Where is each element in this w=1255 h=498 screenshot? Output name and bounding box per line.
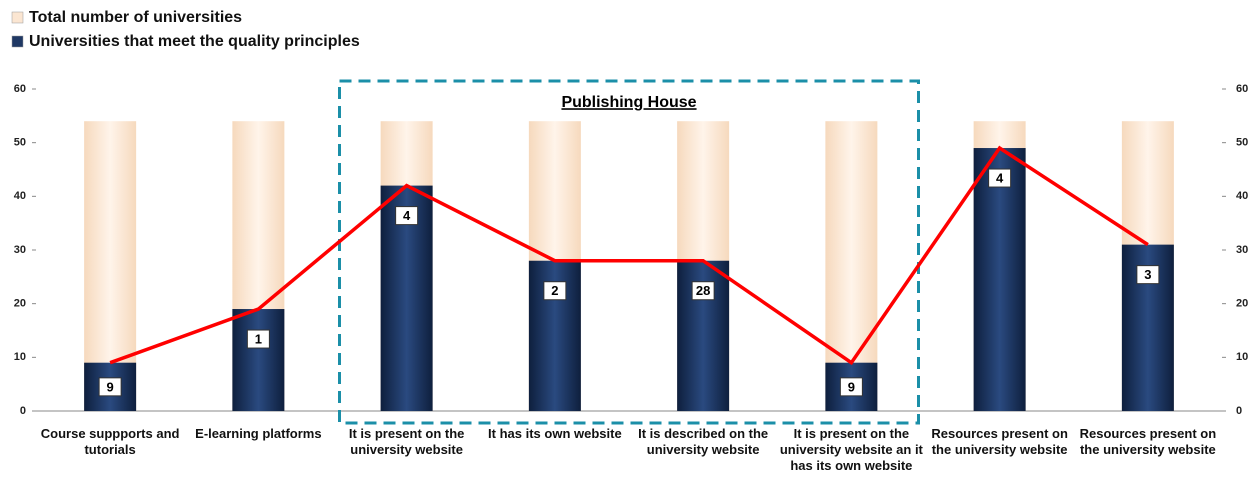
data-label: 28 (696, 283, 710, 298)
data-label-box (395, 206, 419, 226)
legend-label: Total number of universities (29, 9, 242, 26)
x-tick-label: E-learning platforms (195, 426, 322, 441)
y2-tick-label: 10 (1236, 351, 1248, 363)
data-label-box (988, 168, 1012, 188)
y-tick-label: 50 (14, 137, 26, 149)
data-label: 1 (255, 331, 262, 346)
data-label-box (98, 377, 122, 397)
y2-tick-label: 20 (1236, 298, 1248, 310)
bar-met (232, 309, 285, 411)
legend-swatch (11, 11, 24, 24)
data-label: 3 (1144, 267, 1151, 282)
data-label: 9 (107, 379, 114, 394)
y-tick-label: 60 (14, 83, 26, 95)
legend-swatch (11, 35, 24, 48)
y2-tick-label: 0 (1236, 405, 1242, 417)
data-label-box (691, 281, 715, 301)
y-tick-label: 40 (14, 190, 26, 202)
data-label-box (246, 329, 270, 349)
data-label-box (1136, 265, 1160, 285)
data-label: 9 (848, 379, 855, 394)
y2-tick-label: 50 (1236, 137, 1248, 149)
y-tick-label: 0 (20, 405, 26, 417)
data-label-box (543, 281, 567, 301)
x-tick-label: It is present on the university website (348, 426, 465, 457)
bar-met (973, 148, 1026, 412)
data-label: 2 (551, 283, 558, 298)
x-tick-label: Resources present on the university webs… (1079, 426, 1217, 457)
y-tick-label: 10 (14, 351, 26, 363)
x-tick-label: It is described on the university websit… (638, 426, 769, 457)
data-label: 4 (403, 208, 411, 223)
x-tick-label: It has its own website (488, 426, 622, 441)
legend-label: Universities that meet the quality princ… (29, 33, 360, 50)
y2-tick-label: 30 (1236, 244, 1248, 256)
y-tick-label: 20 (14, 298, 26, 310)
y2-tick-label: 40 (1236, 190, 1248, 202)
x-tick-label: Resources present on the university webs… (931, 426, 1068, 457)
x-tick-label: It is present on the university website … (779, 426, 923, 473)
x-tick-label: Course suppports and tutorials (40, 426, 180, 457)
data-label: 4 (996, 170, 1004, 185)
y2-tick-label: 60 (1236, 83, 1248, 95)
data-label-box (839, 377, 863, 397)
trend-line (109, 145, 1149, 366)
annotation-box (338, 79, 920, 425)
y-tick-label: 30 (14, 244, 26, 256)
annotation-label: Publishing House (561, 94, 696, 111)
